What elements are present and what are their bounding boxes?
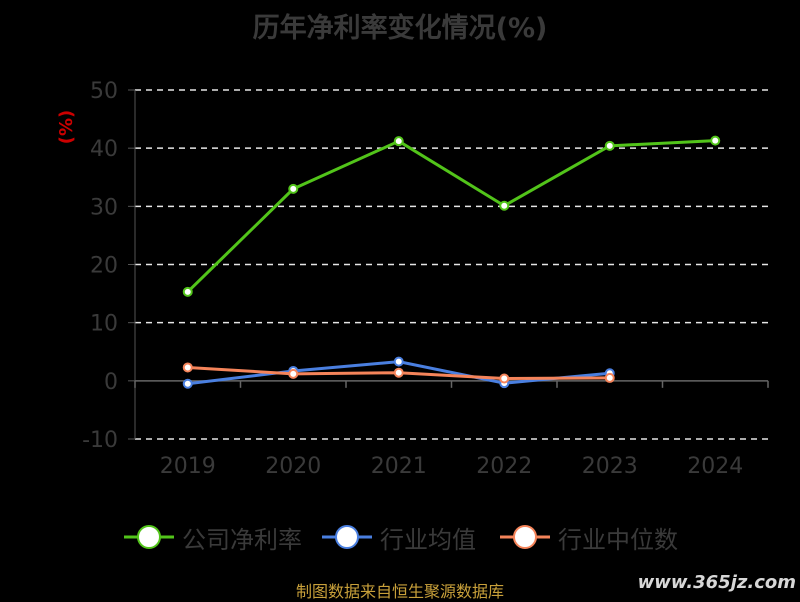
legend: 公司净利率 行业均值 行业中位数 [0, 522, 800, 554]
data-point[interactable] [604, 372, 615, 383]
legend-item-industry-median[interactable]: 行业中位数 [500, 522, 678, 554]
y-tick-label: 0 [104, 370, 118, 395]
y-tick-label: -10 [82, 428, 118, 453]
data-point[interactable] [710, 135, 721, 146]
x-tick-label: 2022 [476, 454, 532, 479]
y-tick-label: 40 [90, 137, 118, 162]
axes: 50 40 30 20 10 0 -10 2019 2020 2021 2022 2023 2024 [82, 79, 769, 479]
data-point[interactable] [182, 378, 193, 389]
series-line-0 [186, 139, 716, 293]
data-point[interactable] [288, 368, 299, 379]
data-point[interactable] [288, 183, 299, 194]
watermark: www.365jz.com [637, 572, 796, 593]
legend-item-industry-mean[interactable]: 行业均值 [322, 522, 476, 554]
legend-marker-icon [124, 525, 174, 549]
legend-label: 行业均值 [380, 525, 476, 554]
legend-label: 公司净利率 [182, 525, 302, 554]
y-axis-label: (%) [56, 110, 77, 145]
x-tick-label: 2023 [582, 454, 638, 479]
data-point[interactable] [393, 356, 404, 367]
y-tick-label: 10 [90, 312, 118, 337]
y-tick-label: 20 [90, 254, 118, 279]
y-tick-label: 30 [90, 195, 118, 220]
x-tick-label: 2021 [371, 454, 427, 479]
y-tick-label: 50 [90, 79, 118, 104]
legend-item-company[interactable]: 公司净利率 [124, 522, 302, 554]
data-point[interactable] [393, 367, 404, 378]
data-point[interactable] [499, 200, 510, 211]
data-point[interactable] [499, 373, 510, 384]
x-tick-label: 2020 [265, 454, 321, 479]
data-point[interactable] [182, 286, 193, 297]
data-point[interactable] [393, 136, 404, 147]
legend-marker-icon [322, 525, 372, 549]
series-lines [182, 135, 721, 389]
legend-marker-icon [500, 525, 550, 549]
source-note: 制图数据来自恒生聚源数据库 [295, 582, 504, 601]
legend-label: 行业中位数 [558, 525, 678, 554]
data-point[interactable] [604, 140, 615, 151]
x-tick-label: 2019 [160, 454, 216, 479]
x-tick-label: 2024 [687, 454, 743, 479]
data-point[interactable] [182, 362, 193, 373]
chart-title: 历年净利率变化情况(%) [252, 13, 548, 44]
